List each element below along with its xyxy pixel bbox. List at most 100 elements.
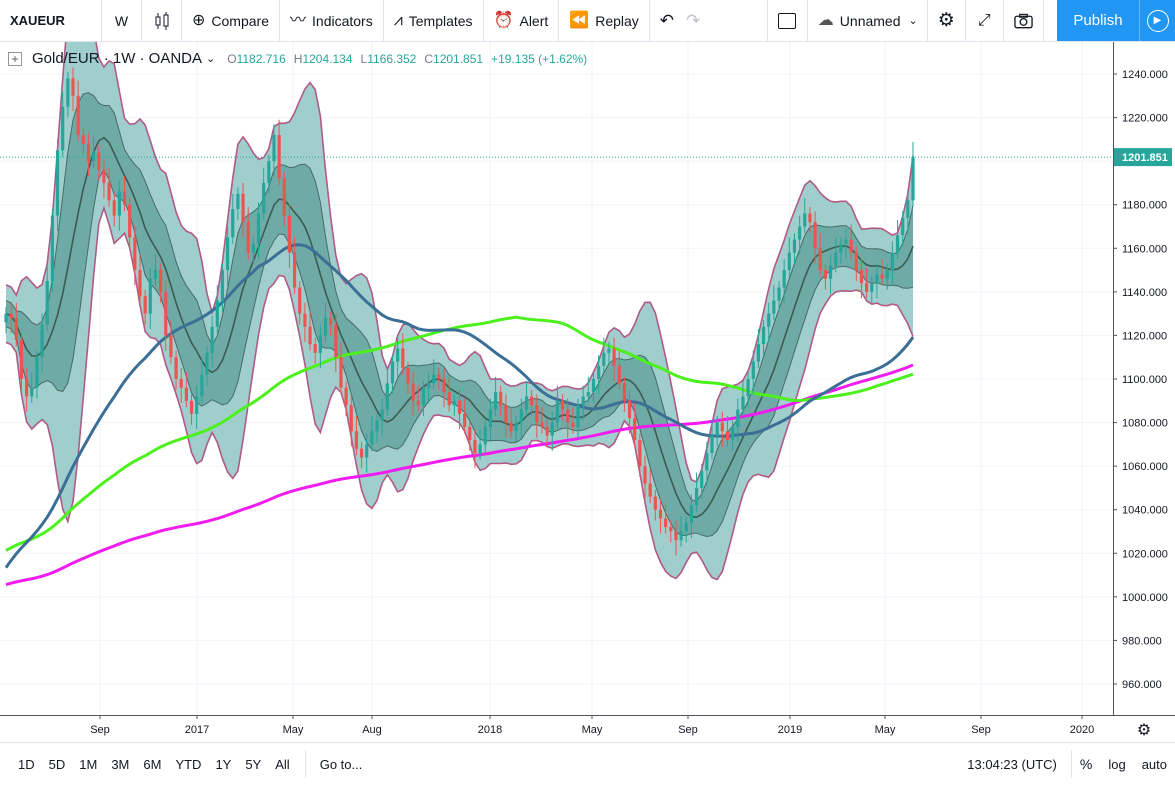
range-button-ytd[interactable]: YTD [175, 756, 202, 772]
templates-button[interactable]: ⩘ Templates [384, 0, 484, 42]
candle [416, 385, 420, 412]
ma-100-line [5, 315, 914, 552]
auto-toggle[interactable]: auto [1141, 756, 1167, 772]
replay-button[interactable]: ⏪ Replay [559, 0, 650, 42]
bottom-toolbar: 1D 5D 1M 3M 6M YTD 1Y 5Y All Go to... 13:04:23 (… [0, 742, 1175, 785]
candle-body [452, 400, 456, 406]
candle-body [76, 95, 80, 135]
candle-body [246, 222, 250, 253]
candle [421, 381, 426, 417]
candlestick-icon [155, 11, 168, 30]
candle [153, 254, 158, 286]
range-button-6m[interactable]: 6M [143, 756, 162, 772]
publish-button[interactable]: Publish ▶ [1057, 0, 1175, 41]
candle [555, 385, 560, 430]
redo-icon[interactable]: ↷ [686, 10, 701, 30]
range-button-1d[interactable]: 1D [18, 756, 35, 772]
candle [602, 337, 606, 373]
fullscreen-select-button[interactable] [768, 0, 808, 42]
candle [86, 132, 91, 177]
fullscreen-button[interactable]: ⤢ [966, 0, 1004, 42]
symbol-search-button[interactable]: XAUEUR [0, 0, 102, 42]
candle-body [576, 405, 580, 427]
candle-body [591, 379, 596, 393]
settings-button[interactable]: ⚙ [928, 0, 966, 42]
candle-body [550, 422, 554, 436]
candle [844, 228, 848, 260]
candle [617, 350, 621, 390]
candle [756, 328, 760, 369]
candle-body [437, 374, 441, 379]
candle-body [849, 239, 853, 253]
candle-body [865, 283, 869, 292]
candle [880, 259, 884, 286]
layout-name-button[interactable]: ☁ Unnamed ⌄ [808, 0, 928, 42]
candle [586, 376, 590, 403]
price-change: +19.135 (+1.62%) [491, 51, 588, 66]
candle-body [179, 379, 183, 388]
indicators-button[interactable]: 〰 Indicators [280, 0, 384, 42]
candle [607, 341, 611, 364]
chart-area[interactable]: 1240.0001220.0001200.0001180.0001160.000… [0, 42, 1175, 742]
clock-time[interactable]: 13:04:23 (UTC) [967, 756, 1057, 772]
range-button-1m[interactable]: 1M [79, 756, 98, 772]
candle-body [473, 440, 477, 454]
candle [220, 263, 225, 312]
log-toggle[interactable]: log [1108, 756, 1126, 772]
interval-button[interactable]: W [102, 0, 142, 42]
ohlc-low: L1166.352 [360, 51, 417, 66]
range-button-5d[interactable]: 5D [48, 756, 66, 772]
price-tick-label: 1120.000 [1122, 330, 1167, 342]
chart-style-button[interactable] [142, 0, 182, 42]
candle-body [694, 487, 699, 506]
candle [689, 494, 694, 539]
candle [674, 520, 678, 556]
axis-settings-gear-icon[interactable]: ⚙ [1137, 720, 1151, 739]
undo-icon[interactable]: ↶ [659, 10, 675, 30]
candle-body [138, 270, 142, 297]
chevron-down-icon[interactable]: ⌄ [206, 53, 216, 65]
camera-icon [1014, 13, 1033, 28]
candle [823, 263, 827, 290]
compare-button[interactable]: ⊕ Compare [182, 0, 280, 42]
expand-legend-icon[interactable]: + [8, 51, 22, 66]
goto-button[interactable]: Go to... [319, 756, 363, 772]
candle [669, 520, 673, 543]
candle [664, 503, 668, 534]
price-axis[interactable]: 1240.0001220.0001200.0001180.0001160.000… [1113, 42, 1175, 715]
candle-body [488, 409, 493, 427]
snapshot-button[interactable] [1004, 0, 1044, 42]
indicators-label: Indicators [312, 12, 373, 29]
candle-body [901, 217, 905, 236]
candle-body [210, 326, 214, 353]
ma-50-line [4, 243, 915, 569]
candle [334, 313, 338, 373]
percent-toggle[interactable]: % [1079, 756, 1093, 772]
range-button-3m[interactable]: 3M [111, 756, 130, 772]
candle-body [287, 215, 292, 253]
range-button-all[interactable]: All [275, 756, 290, 772]
candle-body [236, 193, 240, 210]
candle [344, 381, 348, 417]
candle-body [761, 326, 766, 345]
candle-body [35, 357, 39, 388]
rewind-icon: ⏪ [569, 11, 590, 29]
candle [81, 128, 85, 155]
range-button-5y[interactable]: 5Y [245, 756, 262, 772]
candle [457, 389, 462, 430]
price-tick-label: 1060.000 [1122, 461, 1168, 473]
candle-body [880, 274, 884, 279]
series-title[interactable]: Gold/EUR · 1W · OANDA [32, 50, 203, 67]
publish-play-button[interactable]: ▶ [1139, 0, 1175, 41]
candle [138, 254, 142, 303]
candle [715, 416, 719, 447]
candle [107, 167, 111, 207]
range-button-1y[interactable]: 1Y [215, 756, 232, 772]
alert-button[interactable]: ⏰ Alert [484, 0, 560, 42]
price-tick-label: 1080.000 [1122, 418, 1168, 430]
candle [761, 320, 766, 356]
time-axis[interactable]: Sep 2017 May Aug 2018 May Sep 2019 May Sep 2020 [0, 715, 1175, 742]
candle-body [839, 243, 843, 253]
price-chart[interactable]: 1240.0001220.0001200.0001180.0001160.000… [0, 42, 1175, 742]
candle [612, 337, 616, 382]
